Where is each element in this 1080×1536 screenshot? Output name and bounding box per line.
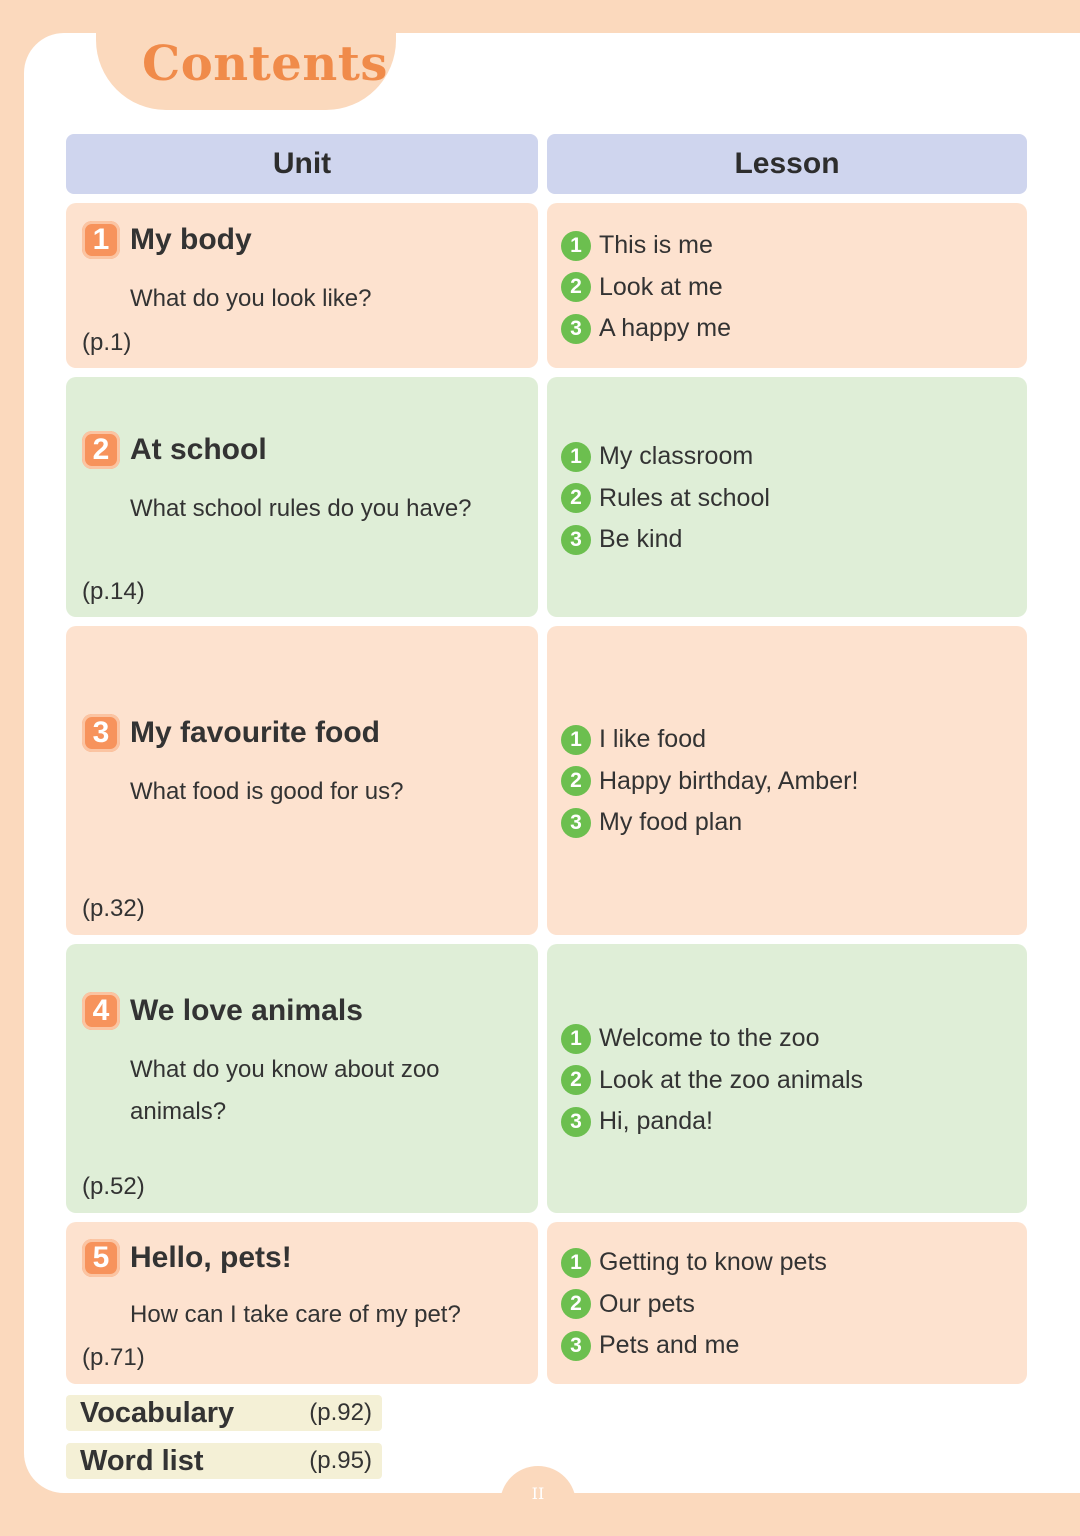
unit-question: What school rules do you have?	[130, 495, 472, 522]
lesson-item[interactable]: 2 Look at me	[561, 267, 731, 309]
lesson-number-badge: 2	[561, 1289, 591, 1320]
unit-page-ref: (p.1)	[82, 329, 132, 356]
lesson-list: 1 Getting to know pets 2 Our pets 3 Pets an…	[561, 1242, 827, 1367]
lesson-number-badge: 2	[561, 272, 591, 303]
lesson-title: Be kind	[599, 525, 683, 554]
extra-page-ref: (p.92)	[309, 1399, 372, 1426]
lesson-title: A happy me	[599, 314, 732, 343]
word-list-entry[interactable]: Word list (p.95)	[66, 1443, 382, 1479]
lesson-item[interactable]: 3 Hi, panda!	[561, 1101, 863, 1143]
unit-number-badge: 5	[82, 1239, 120, 1277]
unit-2-lessons-cell: 1 My classroom 2 Rules at school 3 Be kind	[547, 377, 1027, 617]
page-title: Contents	[142, 36, 388, 92]
unit-title-text: My body	[130, 223, 252, 256]
unit-2-title[interactable]: 2 At school	[82, 431, 267, 469]
lesson-item[interactable]: 1 Welcome to the zoo	[561, 1018, 863, 1060]
unit-1-title[interactable]: 1 My body	[82, 221, 252, 259]
unit-number-badge: 1	[82, 221, 120, 259]
unit-number-badge: 4	[82, 992, 120, 1030]
lesson-number-badge: 1	[561, 1247, 591, 1278]
page-number: II	[531, 1484, 545, 1503]
unit-question: What food is good for us?	[130, 778, 404, 805]
unit-4-cell[interactable]: 4 We love animals What do you know about…	[66, 944, 538, 1213]
title-tab	[96, 22, 396, 110]
unit-title-text: At school	[130, 433, 267, 466]
unit-question: What do you know about zoo animals?	[130, 1056, 440, 1125]
vocabulary-entry[interactable]: Vocabulary (p.92)	[66, 1395, 382, 1431]
lesson-item[interactable]: 1 I like food	[561, 719, 858, 761]
lesson-item[interactable]: 1 Getting to know pets	[561, 1242, 827, 1284]
unit-question: What do you look like?	[130, 285, 372, 312]
lesson-title: Look at me	[599, 272, 723, 301]
lesson-title: Getting to know pets	[599, 1248, 827, 1277]
lesson-item[interactable]: 2 Look at the zoo animals	[561, 1060, 863, 1102]
lesson-list: 1 Welcome to the zoo 2 Look at the zoo ani…	[561, 1018, 863, 1143]
lesson-title: Rules at school	[599, 483, 770, 512]
lesson-number-badge: 3	[561, 524, 591, 555]
lesson-title: I like food	[599, 725, 707, 754]
unit-3-cell[interactable]: 3 My favourite food What food is good fo…	[66, 626, 538, 935]
lesson-item[interactable]: 3 Be kind	[561, 519, 770, 561]
unit-1-cell[interactable]: 1 My body What do you look like? (p.1)	[66, 203, 538, 368]
lesson-title: My classroom	[599, 442, 754, 471]
page-number-tab: II	[500, 1466, 576, 1536]
lesson-list: 1 I like food 2 Happy birthday, Amber! 3 My…	[561, 719, 858, 844]
lesson-list: 1 My classroom 2 Rules at school 3 Be kind	[561, 436, 770, 561]
extra-label: Vocabulary	[80, 1397, 235, 1429]
unit-1-lessons-cell: 1 This is me 2 Look at me 3 A happy me	[547, 203, 1027, 368]
lesson-number-badge: 3	[561, 1330, 591, 1361]
unit-number-badge: 2	[82, 431, 120, 469]
lesson-title: Hi, panda!	[599, 1107, 713, 1136]
lesson-title: Look at the zoo animals	[599, 1065, 864, 1094]
lesson-title: My food plan	[599, 808, 743, 837]
lesson-number-badge: 1	[561, 441, 591, 472]
lesson-title: Happy birthday, Amber!	[599, 766, 859, 795]
lesson-number-badge: 2	[561, 1065, 591, 1096]
unit-5-title[interactable]: 5 Hello, pets!	[82, 1239, 292, 1277]
lesson-number-badge: 3	[561, 1106, 591, 1137]
lesson-number-badge: 2	[561, 766, 591, 797]
lesson-title: This is me	[599, 231, 713, 260]
lesson-item[interactable]: 3 Pets and me	[561, 1325, 827, 1367]
unit-page-ref: (p.71)	[82, 1344, 145, 1371]
lesson-item[interactable]: 2 Rules at school	[561, 478, 770, 520]
unit-3-lessons-cell: 1 I like food 2 Happy birthday, Amber! 3 My…	[547, 626, 1027, 935]
unit-4-title[interactable]: 4 We love animals	[82, 992, 363, 1030]
lesson-title: Pets and me	[599, 1331, 740, 1360]
unit-number-badge: 3	[82, 714, 120, 752]
unit-page-ref: (p.14)	[82, 578, 145, 605]
lesson-number-badge: 3	[561, 313, 591, 344]
unit-3-title[interactable]: 3 My favourite food	[82, 714, 380, 752]
lesson-number-badge: 1	[561, 724, 591, 755]
lesson-item[interactable]: 2 Happy birthday, Amber!	[561, 761, 858, 803]
lesson-number-badge: 1	[561, 1023, 591, 1054]
lesson-title: Welcome to the zoo	[599, 1024, 820, 1053]
lesson-list: 1 This is me 2 Look at me 3 A happy me	[561, 225, 731, 350]
lesson-column-header: Lesson	[547, 134, 1027, 194]
unit-column-header: Unit	[66, 134, 538, 194]
unit-title-text: Hello, pets!	[130, 1241, 292, 1274]
lesson-number-badge: 3	[561, 807, 591, 838]
unit-4-lessons-cell: 1 Welcome to the zoo 2 Look at the zoo ani…	[547, 944, 1027, 1213]
unit-5-lessons-cell: 1 Getting to know pets 2 Our pets 3 Pets an…	[547, 1222, 1027, 1384]
lesson-number-badge: 1	[561, 230, 591, 261]
lesson-number-badge: 2	[561, 483, 591, 514]
unit-title-text: We love animals	[130, 994, 363, 1027]
unit-question: How can I take care of my pet?	[130, 1301, 461, 1328]
extra-label: Word list	[80, 1445, 204, 1477]
lesson-title: Our pets	[599, 1289, 695, 1318]
unit-page-ref: (p.52)	[82, 1173, 145, 1200]
lesson-item[interactable]: 3 A happy me	[561, 308, 731, 350]
unit-5-cell[interactable]: 5 Hello, pets! How can I take care of my…	[66, 1222, 538, 1384]
unit-page-ref: (p.32)	[82, 895, 145, 922]
extra-page-ref: (p.95)	[309, 1447, 372, 1474]
lesson-item[interactable]: 3 My food plan	[561, 802, 858, 844]
lesson-item[interactable]: 2 Our pets	[561, 1284, 827, 1326]
unit-title-text: My favourite food	[130, 716, 381, 749]
lesson-item[interactable]: 1 My classroom	[561, 436, 770, 478]
lesson-item[interactable]: 1 This is me	[561, 225, 731, 267]
unit-2-cell[interactable]: 2 At school What school rules do you hav…	[66, 377, 538, 617]
